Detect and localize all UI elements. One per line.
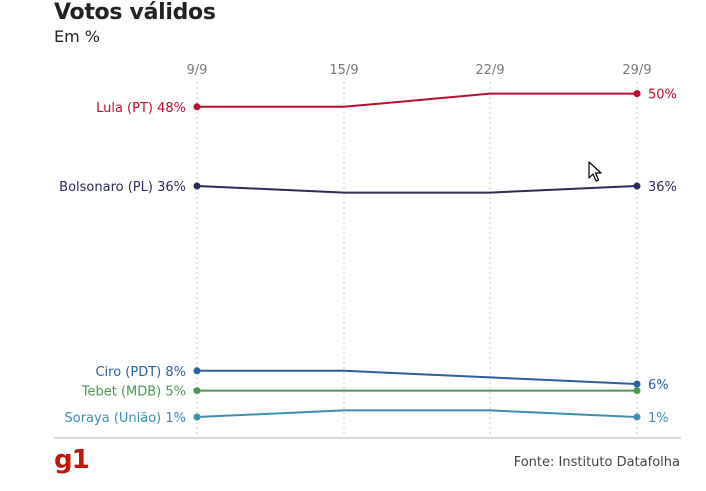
series-start-label: Bolsonaro (PL) 36% [59, 180, 186, 195]
series-line [196, 185, 638, 194]
chart-subtitle: Em % [54, 27, 100, 46]
data-point [193, 367, 201, 375]
x-tick-label: 15/9 [329, 63, 358, 78]
data-point [193, 387, 201, 395]
chart-title: Votos válidos [54, 0, 216, 25]
data-point [193, 182, 201, 190]
mouse-cursor-icon [588, 161, 602, 182]
data-point [633, 182, 641, 190]
data-point [633, 413, 641, 421]
series-start-label: Ciro (PDT) 8% [95, 365, 186, 380]
series-end-label: 36% [648, 180, 677, 195]
x-tick-label: 29/9 [622, 63, 651, 78]
source-note: Fonte: Instituto Datafolha [513, 455, 680, 470]
series-start-label: Tebet (MDB) 5% [81, 385, 186, 400]
data-point [633, 90, 641, 98]
data-point [193, 413, 201, 421]
series-end-label: 1% [648, 411, 669, 426]
x-tick-label: 9/9 [187, 63, 208, 78]
data-point [193, 103, 201, 111]
g1-logo: g1 [54, 445, 90, 475]
series-end-label: 6% [648, 378, 669, 393]
series-line [197, 92, 637, 108]
x-tick-label: 22/9 [475, 63, 504, 78]
data-point [633, 380, 641, 388]
series-end-label: 50% [648, 88, 677, 103]
series-line [197, 369, 638, 385]
series-start-label: Soraya (União) 1% [65, 411, 187, 426]
series-start-label: Lula (PT) 48% [96, 101, 186, 116]
data-point [633, 387, 641, 395]
series-line [196, 409, 638, 418]
